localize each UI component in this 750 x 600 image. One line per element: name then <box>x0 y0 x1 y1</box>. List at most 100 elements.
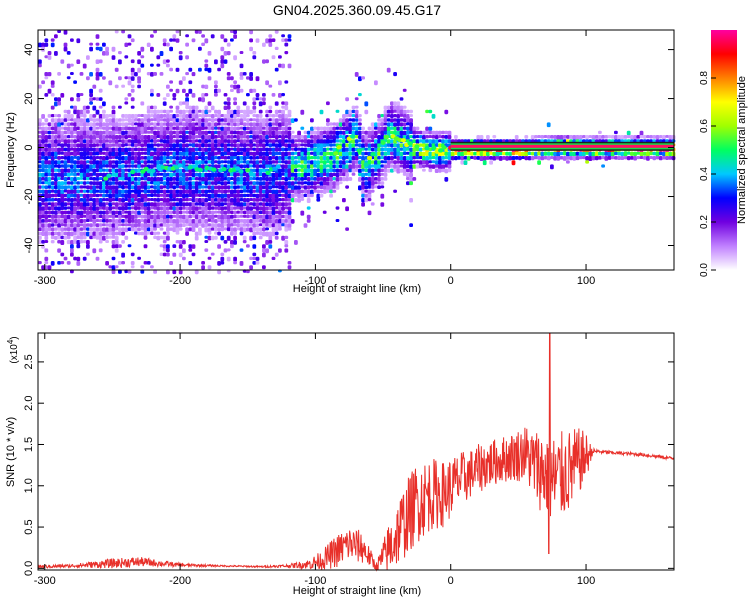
spectrogram-cell <box>358 143 362 148</box>
spectrogram-cell <box>127 160 132 164</box>
spectrogram-cell <box>191 244 196 249</box>
spectrogram-cell <box>258 109 263 114</box>
spectrogram-cell <box>354 143 359 147</box>
spectrogram-cell <box>367 177 372 182</box>
spectrogram-cell <box>281 189 285 193</box>
spectrogram-cell <box>287 219 292 224</box>
spectrogram-cell <box>201 130 205 135</box>
spectrogram-cell <box>178 168 183 174</box>
spectrogram-cell <box>306 164 311 169</box>
spectrogram-cell <box>220 34 225 39</box>
spectrogram-cell <box>89 72 93 77</box>
spectrogram-cell <box>102 185 106 191</box>
spectrogram-peak <box>245 168 251 173</box>
spectrogram-cell <box>396 168 401 174</box>
spectrogram-cell <box>169 139 173 144</box>
spectrogram-cell <box>220 210 225 215</box>
spectrogram-cell <box>265 80 269 86</box>
spectrogram-cell <box>230 198 234 203</box>
spectrogram-cell <box>134 147 138 151</box>
spectrogram-cell <box>124 168 129 172</box>
spectrogram-cell <box>406 130 410 135</box>
spectrogram-peak <box>424 146 430 151</box>
spectrogram-cell <box>95 206 100 211</box>
spectrogram-cell <box>60 240 65 245</box>
spectrogram-cell <box>658 135 663 139</box>
spectrogram-cell <box>121 231 125 236</box>
spectrogram-cell <box>38 198 42 201</box>
spectrogram-cell <box>82 147 87 153</box>
spectrogram-cell <box>223 51 228 56</box>
spectrogram-cell <box>159 177 164 182</box>
spectrogram-cell <box>290 198 295 203</box>
spectrogram-cell <box>66 126 71 132</box>
spectrogram-cell <box>60 135 65 140</box>
spectrogram-cell <box>316 198 321 202</box>
spectrogram-cell <box>278 210 282 215</box>
spectrogram-cell <box>300 198 305 201</box>
spectrogram-cell <box>172 189 177 195</box>
spectrogram-cell <box>175 193 180 198</box>
spectrogram-cell <box>76 147 81 152</box>
spectrogram-cell <box>166 172 170 177</box>
spectrogram-cell <box>76 126 81 130</box>
spectrogram-cell <box>370 139 375 143</box>
spectrogram-cell <box>130 160 135 165</box>
spectrogram-cell <box>534 156 538 160</box>
spectrogram-cell <box>268 126 273 132</box>
spectrogram-cell <box>297 198 301 203</box>
spectrogram-cell <box>194 177 199 181</box>
spectrogram-cell <box>441 151 445 156</box>
y-tick-label: 0.5 <box>23 519 35 534</box>
spectrogram-cell <box>223 248 228 253</box>
spectrogram-cell <box>178 193 183 198</box>
spectrogram-cell <box>386 67 391 73</box>
spectrogram-cell <box>230 223 234 227</box>
spectrogram-cell <box>367 168 372 174</box>
spectrogram-cell <box>396 160 401 164</box>
spectrogram-cell <box>162 38 167 43</box>
spectrogram-cell <box>60 219 65 224</box>
spectrogram-cell <box>185 185 189 190</box>
spectrogram-cell <box>114 219 119 224</box>
spectrogram-cell <box>89 193 93 198</box>
spectrogram-cell <box>41 122 45 126</box>
spectrogram-cell <box>137 214 141 218</box>
spectrogram-cell <box>162 135 167 140</box>
spectrogram-cell <box>265 210 269 215</box>
spectrogram-cell <box>70 181 74 185</box>
spectrogram-cell <box>121 114 125 118</box>
spectrogram-cell <box>265 231 269 237</box>
spectrogram-cell <box>38 185 42 189</box>
spectrogram-cell <box>214 172 218 177</box>
spectrogram-cell <box>89 202 93 207</box>
spectrogram-cell <box>351 105 356 110</box>
spectrogram-cell <box>137 193 141 198</box>
spectrogram-cell <box>364 101 369 107</box>
spectrogram-cell <box>412 164 417 169</box>
spectrogram-cell <box>38 122 42 127</box>
spectrogram-cell <box>265 227 269 231</box>
spectrogram-cell <box>220 193 225 199</box>
spectrogram-cell <box>370 189 375 193</box>
spectrogram-cell <box>182 198 186 202</box>
spectrogram-cell <box>319 147 324 152</box>
spectrogram-cell <box>188 122 193 128</box>
spectrogram-cell <box>98 147 103 152</box>
spectrogram-cell <box>399 168 404 173</box>
spectrogram-cell <box>249 227 253 233</box>
spectrogram-cell <box>236 198 241 203</box>
spectrogram-cell <box>102 214 106 220</box>
spectrogram-cell <box>290 130 295 134</box>
spectrogram-cell <box>246 122 250 126</box>
spectrogram-cell <box>594 156 599 161</box>
spectrogram-cell <box>146 105 151 111</box>
spectrogram-cell <box>252 252 257 257</box>
spectrogram-cell <box>191 105 196 111</box>
spectrogram-cell <box>124 122 129 128</box>
spectrogram-cell <box>290 147 295 151</box>
spectrogram-cell <box>239 172 244 177</box>
spectrogram-cell <box>390 160 394 164</box>
spectrogram-cell <box>345 185 349 189</box>
spectrogram-cell <box>146 126 151 130</box>
